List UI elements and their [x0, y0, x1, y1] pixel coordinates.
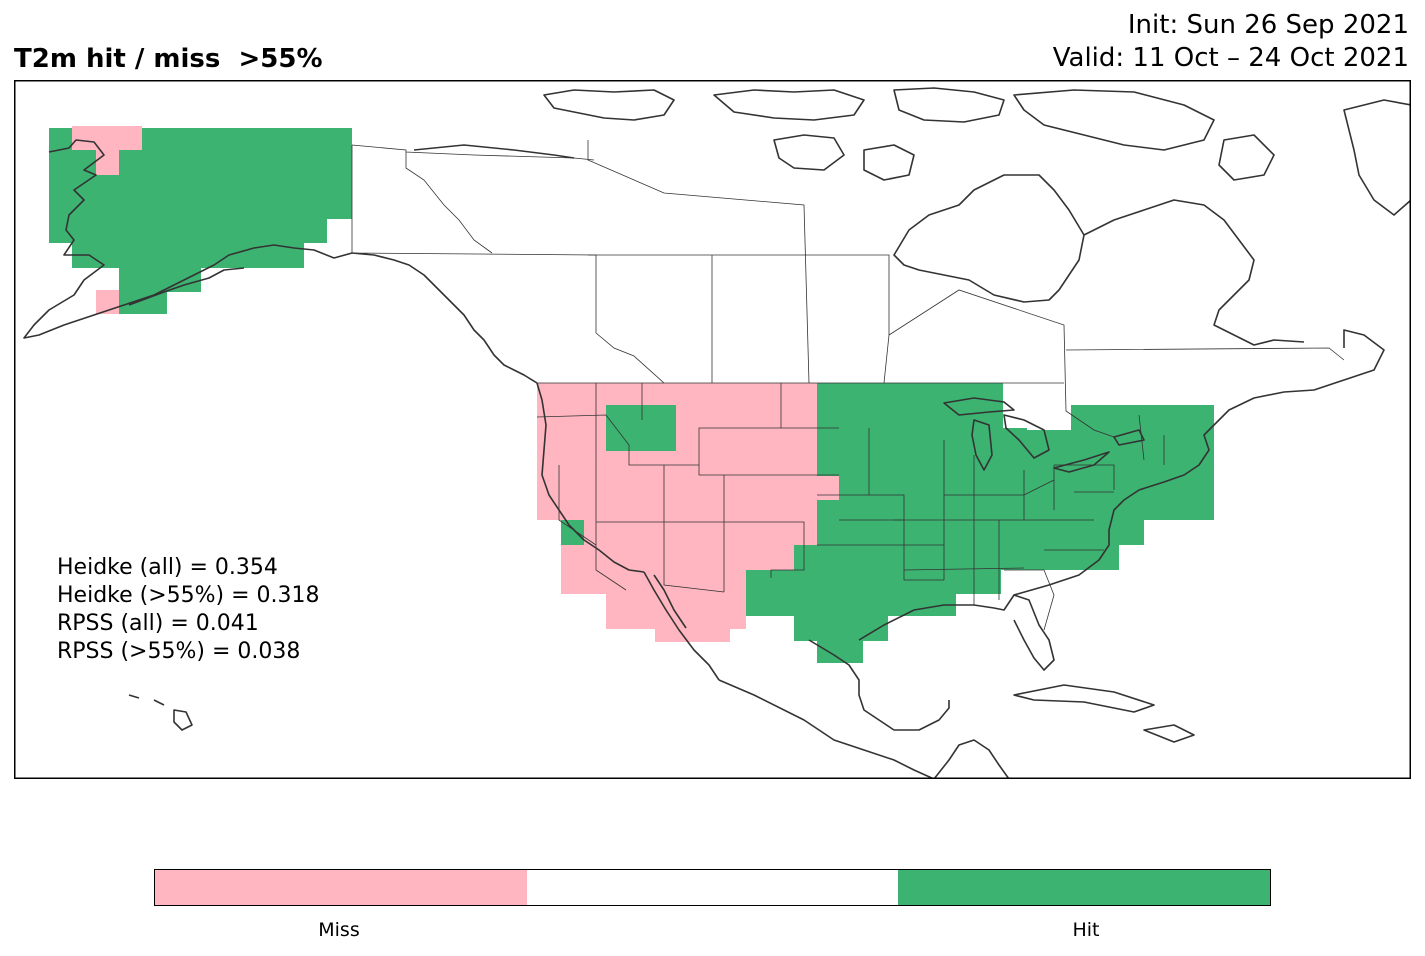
colorbar-miss [155, 870, 527, 905]
colorbar-neutral [526, 870, 899, 905]
hit-miss-map [14, 80, 1411, 779]
map-frame [14, 80, 1411, 779]
heidke-all: Heidke (all) = 0.354 [57, 555, 278, 580]
east-hit-cells [561, 383, 1214, 663]
skill-scores: Heidke (all) = 0.354 Heidke (>55%) = 0.3… [57, 554, 320, 666]
heidke-55: Heidke (>55%) = 0.318 [57, 583, 320, 608]
rpss-all: RPSS (all) = 0.041 [57, 611, 259, 636]
init-date: Init: Sun 26 Sep 2021 [1127, 10, 1409, 40]
coastlines [23, 87, 1411, 779]
borders [351, 140, 1345, 631]
colorbar-label-hit: Hit [1072, 919, 1100, 941]
rpss-55: RPSS (>55%) = 0.038 [57, 639, 301, 664]
plot-title: T2m hit / miss >55% [14, 44, 323, 74]
valid-period: Valid: 11 Oct – 24 Oct 2021 [1052, 43, 1409, 73]
colorbar [154, 869, 1271, 906]
colorbar-hit [898, 870, 1271, 905]
colorbar-label-miss: Miss [318, 919, 360, 941]
west-miss-cells [537, 383, 839, 642]
